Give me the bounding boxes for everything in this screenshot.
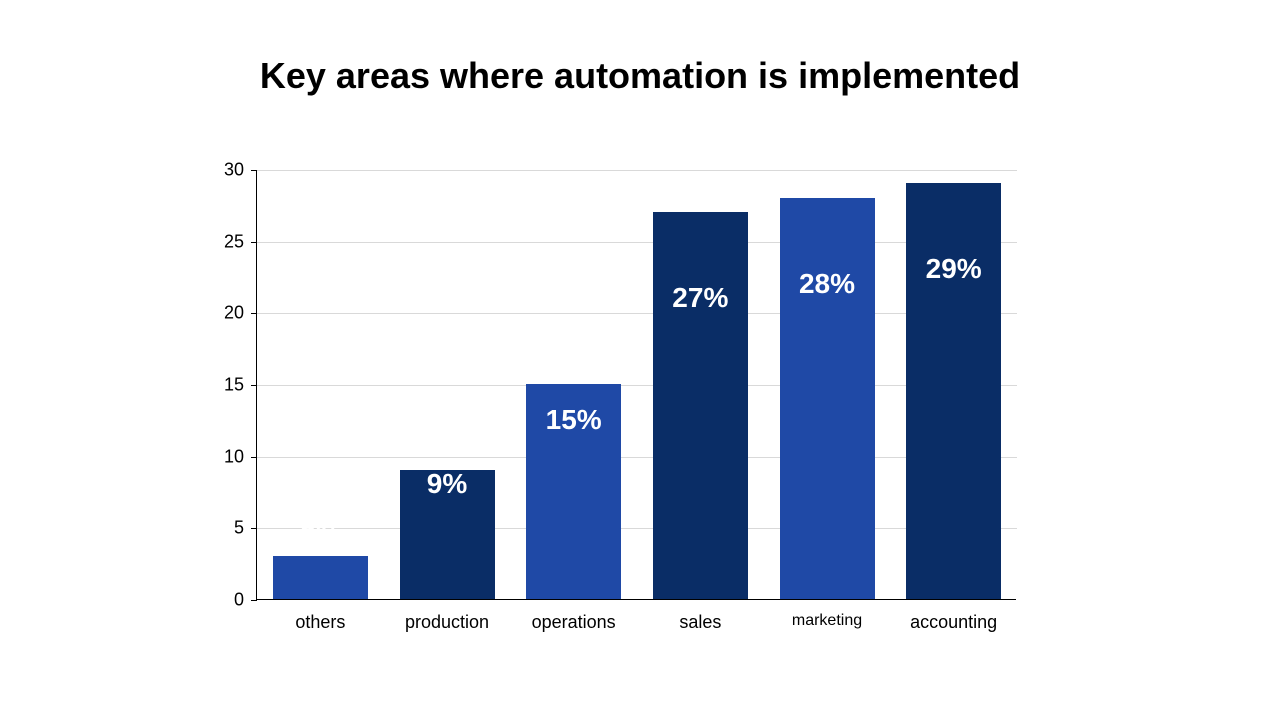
- bar-value-label: 29%: [926, 253, 982, 285]
- ytick-mark: [251, 457, 257, 458]
- bar-production: 9%: [400, 470, 495, 599]
- xtick-label: production: [405, 612, 489, 633]
- ytick-label: 25: [224, 231, 244, 252]
- gridline: [257, 170, 1017, 171]
- gridline: [257, 313, 1017, 314]
- gridline: [257, 385, 1017, 386]
- bar-value-label: 3%: [300, 520, 340, 552]
- bar-others: 3%: [273, 556, 368, 599]
- ytick-label: 0: [234, 590, 244, 611]
- bar-operations: 15%: [526, 384, 621, 599]
- xtick-label: operations: [532, 612, 616, 633]
- xtick-label: others: [295, 612, 345, 633]
- xtick-label: sales: [679, 612, 721, 633]
- gridline: [257, 242, 1017, 243]
- bar-sales: 27%: [653, 212, 748, 599]
- bar-value-label: 15%: [546, 404, 602, 436]
- ytick-label: 10: [224, 446, 244, 467]
- chart-area: 0510152025303%others9%production15%opera…: [256, 170, 1016, 600]
- ytick-mark: [251, 600, 257, 601]
- bar-marketing: 28%: [780, 198, 875, 599]
- bar-value-label: 27%: [672, 282, 728, 314]
- plot-region: 0510152025303%others9%production15%opera…: [256, 170, 1016, 600]
- ytick-label: 20: [224, 303, 244, 324]
- xtick-label: marketing: [792, 612, 862, 630]
- ytick-mark: [251, 528, 257, 529]
- ytick-label: 5: [234, 518, 244, 539]
- ytick-mark: [251, 385, 257, 386]
- ytick-label: 30: [224, 160, 244, 181]
- bar-accounting: 29%: [906, 183, 1001, 599]
- ytick-mark: [251, 170, 257, 171]
- gridline: [257, 528, 1017, 529]
- ytick-mark: [251, 242, 257, 243]
- xtick-label: accounting: [910, 612, 997, 633]
- chart-title: Key areas where automation is implemente…: [260, 55, 1020, 97]
- ytick-mark: [251, 313, 257, 314]
- ytick-label: 15: [224, 375, 244, 396]
- gridline: [257, 457, 1017, 458]
- bar-value-label: 9%: [427, 468, 467, 500]
- bar-value-label: 28%: [799, 268, 855, 300]
